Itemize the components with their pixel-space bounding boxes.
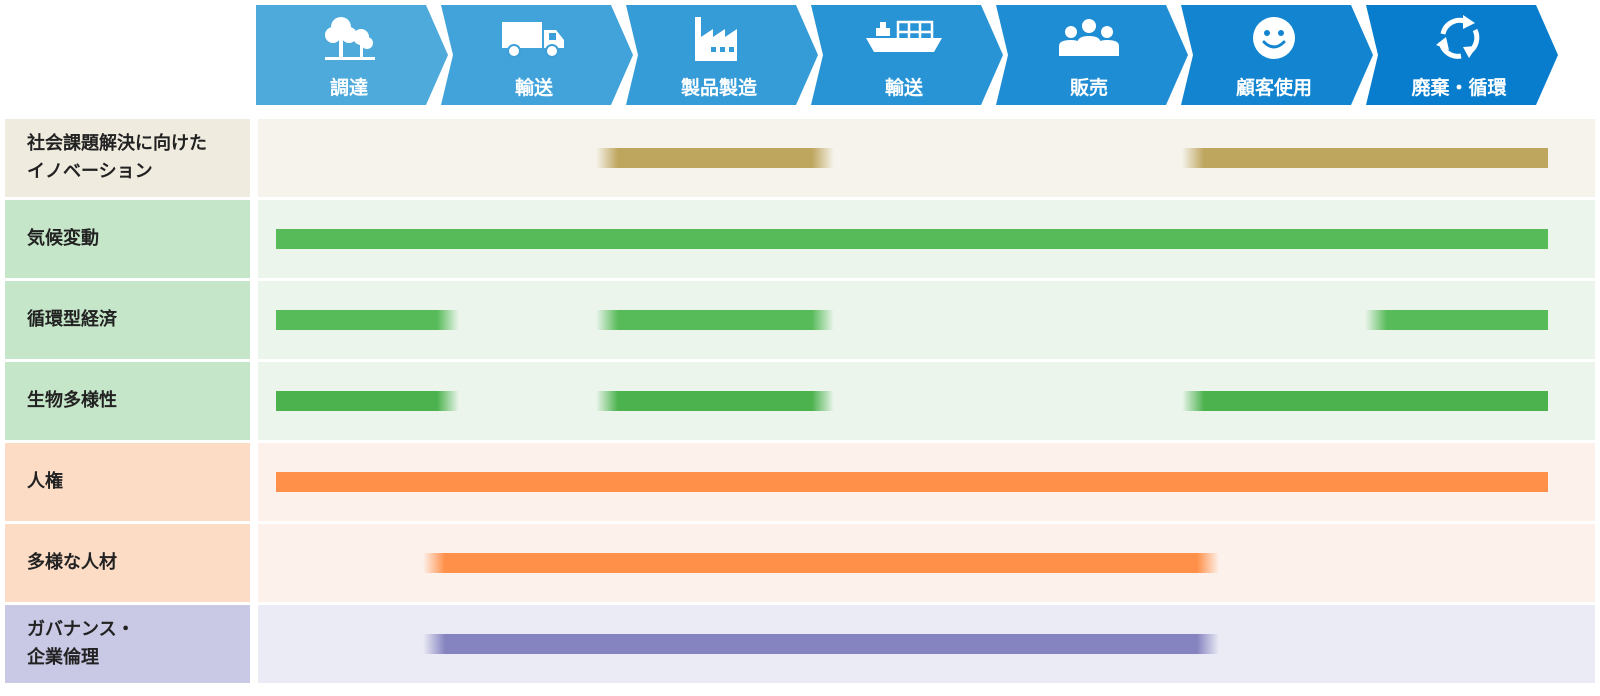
issue-row: 人権 xyxy=(0,443,1600,521)
impact-track xyxy=(258,524,1595,602)
stage-label: 顧客使用 xyxy=(1235,77,1312,99)
impact-bar xyxy=(1365,310,1548,330)
truck-icon xyxy=(441,11,627,65)
issue-label: 社会課題解決に向けた イノベーション xyxy=(5,119,250,197)
impact-track xyxy=(258,281,1595,359)
impact-track xyxy=(258,443,1595,521)
stage-label: 廃棄・循環 xyxy=(1411,77,1507,99)
issue-row: ガバナンス・ 企業倫理 xyxy=(0,605,1600,683)
impact-bar xyxy=(596,148,835,168)
issue-row: 生物多様性 xyxy=(0,362,1600,440)
recycle-icon xyxy=(1366,11,1552,65)
stage-3: 製品製造 xyxy=(626,5,826,105)
smile-icon xyxy=(1181,11,1367,65)
factory-icon xyxy=(626,11,812,65)
issue-row: 多様な人材 xyxy=(0,524,1600,602)
stage-label: 輸送 xyxy=(884,77,923,99)
impact-track xyxy=(258,362,1595,440)
stage-label: 製品製造 xyxy=(680,77,757,99)
issue-label-text: 生物多様性 xyxy=(27,390,117,411)
impact-bar xyxy=(422,553,1219,573)
stage-arrow-shape xyxy=(256,5,448,105)
impact-bar xyxy=(596,310,835,330)
issue-label-text: 多様な人材 xyxy=(27,552,117,573)
stage-2: 輸送 xyxy=(441,5,641,105)
impact-track xyxy=(258,119,1595,197)
issue-row: 社会課題解決に向けた イノベーション xyxy=(0,119,1600,197)
issue-row: 循環型経済 xyxy=(0,281,1600,359)
issue-label-text: ガバナンス・ 企業倫理 xyxy=(27,619,135,668)
stage-label: 調達 xyxy=(329,77,368,99)
people-icon xyxy=(996,11,1182,65)
impact-track xyxy=(258,605,1595,683)
issue-row: 気候変動 xyxy=(0,200,1600,278)
stage-1: 調達 xyxy=(256,5,456,105)
stage-arrow-shape xyxy=(1366,5,1558,105)
stage-label: 販売 xyxy=(1069,77,1108,99)
impact-bar xyxy=(1182,391,1548,411)
issue-label-text: 循環型経済 xyxy=(27,309,117,330)
stage-4: 輸送 xyxy=(811,5,1011,105)
impact-bar xyxy=(276,229,1548,249)
value-chain-stages: 調達 輸送 製品製造 輸送 販売 顧客使用 廃棄・循環 xyxy=(0,0,1600,108)
issue-label: 多様な人材 xyxy=(5,524,250,602)
issue-label-text: 社会課題解決に向けた イノベーション xyxy=(27,133,207,182)
ship-icon xyxy=(811,11,997,65)
issue-label-text: 気候変動 xyxy=(27,228,99,249)
issue-label: 循環型経済 xyxy=(5,281,250,359)
stage-arrow-shape xyxy=(441,5,633,105)
stage-label: 輸送 xyxy=(514,77,553,99)
impact-bar xyxy=(276,310,460,330)
stage-6: 顧客使用 xyxy=(1181,5,1381,105)
impact-bar xyxy=(276,391,460,411)
tree-icon xyxy=(256,11,442,65)
impact-track xyxy=(258,200,1595,278)
impact-bar xyxy=(422,634,1219,654)
issue-label: ガバナンス・ 企業倫理 xyxy=(5,605,250,683)
issue-label: 人権 xyxy=(5,443,250,521)
stage-7: 廃棄・循環 xyxy=(1366,5,1566,105)
impact-bar xyxy=(596,391,835,411)
stage-arrow-shape xyxy=(811,5,1003,105)
issue-label-text: 人権 xyxy=(27,471,63,492)
stage-5: 販売 xyxy=(996,5,1196,105)
impact-bar xyxy=(1182,148,1548,168)
issue-label: 生物多様性 xyxy=(5,362,250,440)
issue-label: 気候変動 xyxy=(5,200,250,278)
impact-bar xyxy=(276,472,1548,492)
